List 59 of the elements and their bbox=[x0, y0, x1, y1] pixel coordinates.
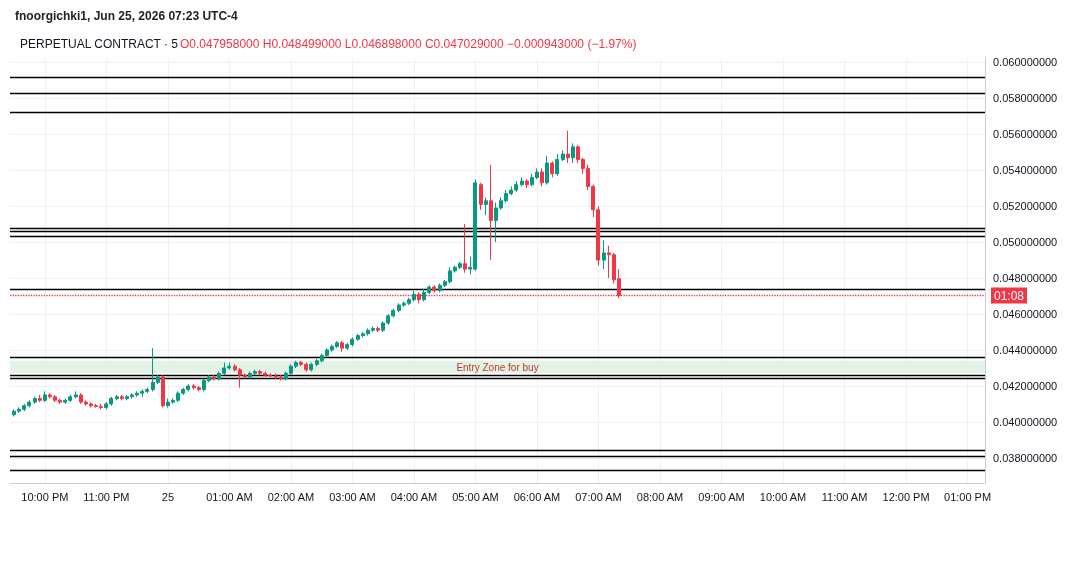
y-tick-label: 0.046000000 bbox=[993, 308, 1058, 321]
candlestick bbox=[520, 176, 524, 187]
x-tick-label: 02:00 AM bbox=[267, 490, 315, 503]
y-tick-label: 0.040000000 bbox=[993, 415, 1058, 428]
x-tick-label: 01:00 PM bbox=[944, 490, 992, 503]
y-tick-label: 0.044000000 bbox=[993, 343, 1058, 356]
y-tick-label: 0.042000000 bbox=[993, 379, 1058, 392]
y-tick-label: 0.052000000 bbox=[993, 200, 1058, 213]
x-tick-label: 09:00 AM bbox=[698, 490, 745, 503]
x-tick-label: 06:00 AM bbox=[513, 490, 561, 503]
text: fnoorgichki1, Jun 25, 2026 07:23 UTC-4 bbox=[15, 9, 239, 23]
candlestick bbox=[484, 196, 488, 216]
candlestick bbox=[566, 130, 570, 164]
x-tick-label: 03:00 AM bbox=[329, 490, 376, 503]
candlestick bbox=[555, 153, 559, 177]
candlestick bbox=[550, 160, 554, 178]
x-tick-label: 10:00 PM bbox=[21, 490, 69, 503]
x-tick-label: 04:00 AM bbox=[390, 490, 438, 503]
chart-subtitle: O0.047958000 H0.048499000 L0.046898000 C0.047029000 −0.000943000 (−1.97%) bbox=[180, 37, 637, 51]
candlestick bbox=[212, 374, 216, 382]
x-tick-label: 11:00 AM bbox=[821, 490, 868, 503]
candlestick bbox=[571, 142, 575, 164]
candlestick bbox=[120, 394, 124, 401]
candlestick bbox=[115, 394, 119, 401]
candlestick bbox=[561, 149, 565, 162]
candlestick bbox=[161, 374, 165, 409]
candlestick bbox=[38, 394, 42, 403]
candlestick bbox=[479, 182, 483, 211]
y-tick-label: 0.060000000 bbox=[993, 56, 1058, 69]
candlestick bbox=[43, 390, 47, 403]
candlestick bbox=[463, 223, 467, 274]
candlestick bbox=[489, 164, 493, 261]
x-tick-label: 05:00 AM bbox=[452, 490, 499, 503]
candlestick bbox=[376, 326, 380, 333]
x-tick-label: 08:00 AM bbox=[636, 490, 684, 503]
x-tick-label: 12:00 PM bbox=[882, 490, 930, 503]
y-tick-label: 0.058000000 bbox=[993, 92, 1058, 105]
candlestick bbox=[545, 155, 549, 186]
y-tick-label: 0.038000000 bbox=[993, 451, 1058, 464]
candlestick bbox=[74, 390, 78, 400]
candlestick bbox=[432, 284, 436, 293]
y-tick-label: 0.054000000 bbox=[993, 164, 1058, 177]
x-tick-label: 11:00 PM bbox=[83, 490, 130, 503]
candlestick bbox=[525, 178, 529, 189]
x-tick-label: 07:00 AM bbox=[575, 490, 622, 503]
band-label: Entry Zone for buy bbox=[456, 361, 539, 373]
y-tick-label: 0.050000000 bbox=[993, 236, 1058, 249]
text: 01:08 bbox=[993, 288, 1025, 303]
candlestick bbox=[340, 340, 344, 353]
y-tick-label: 0.056000000 bbox=[993, 128, 1058, 141]
chart-title: PERPETUAL CONTRACT · 5 bbox=[20, 37, 179, 51]
y-tick-label: 0.048000000 bbox=[993, 272, 1058, 285]
candlestick bbox=[540, 167, 544, 187]
candlestick bbox=[309, 362, 313, 373]
candlestick bbox=[602, 239, 606, 270]
x-tick-label: 10:00 AM bbox=[759, 490, 807, 503]
x-tick-label: 25 bbox=[161, 490, 175, 503]
x-tick-label: 01:00 AM bbox=[206, 490, 253, 503]
candlestick bbox=[33, 396, 37, 405]
